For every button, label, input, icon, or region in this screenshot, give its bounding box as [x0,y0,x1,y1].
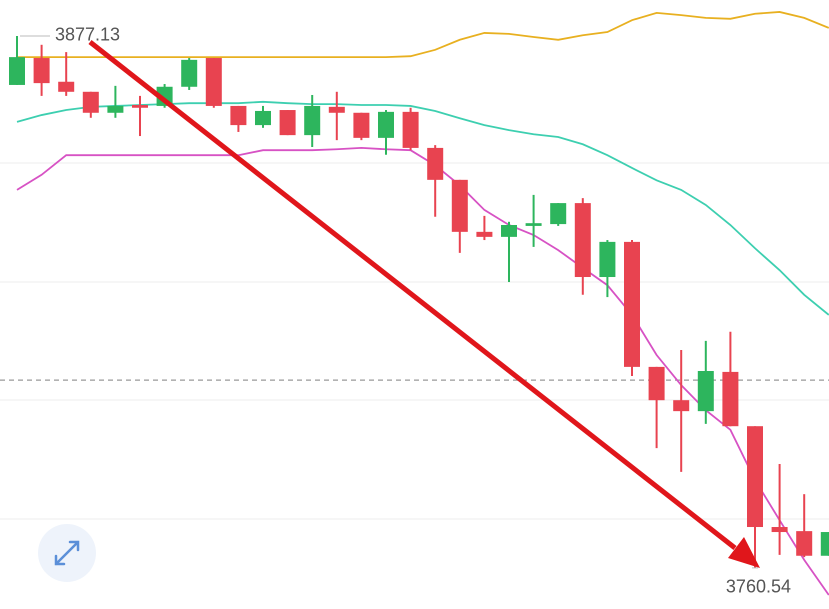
candle-body [9,57,25,85]
candle-body [574,203,591,278]
candle-body [328,106,345,113]
candle-body [132,105,148,108]
arrow-shaft [88,40,737,550]
candle-body [255,110,271,126]
expand-button[interactable] [38,524,96,582]
candle-body [550,203,567,225]
band-line [17,11,829,59]
candle-body [525,223,542,226]
candle-body [476,231,493,237]
candle-body [599,241,616,278]
candle-body [82,91,99,113]
candle-body [304,105,321,136]
candle-body [427,147,444,180]
grid [0,162,829,520]
expand-icon[interactable] [54,540,80,566]
candle-body [501,225,517,237]
candle-body [771,527,788,533]
candle-body [279,110,296,136]
candle-body [451,179,468,232]
candle-body [33,58,50,84]
candle-body [820,532,829,556]
candle-body [673,400,690,412]
candle-body [796,531,813,556]
candle-body [697,370,714,412]
candle-body [624,241,640,367]
candle-body [353,112,370,138]
low-label: 3760.54 [726,577,791,597]
arrow-head [728,537,760,568]
candle-body [205,58,222,106]
trend-arrow [88,40,760,568]
candle-body [722,371,739,427]
candle-body [378,111,394,138]
band-line [16,100,829,316]
candle-body [230,105,247,126]
candle-body [402,111,419,148]
candle-body [747,426,763,528]
band-line [16,147,829,596]
candle-body [58,81,75,92]
high-label: 3877.13 [55,25,120,45]
candle-body [181,59,198,87]
candle-body [648,366,665,401]
plot: 3877.13 3760.54 [0,11,829,597]
candle-body [107,105,124,113]
